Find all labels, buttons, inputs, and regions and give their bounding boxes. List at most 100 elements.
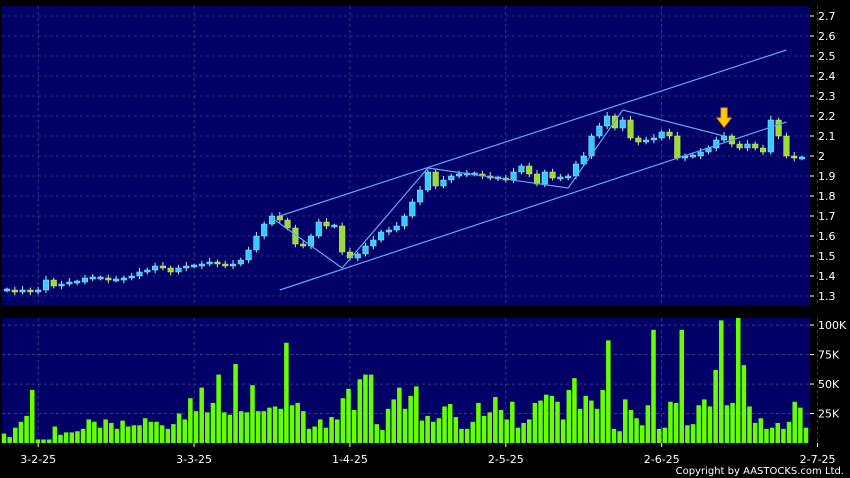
- volume-bar: [476, 402, 481, 443]
- candle-body: [81, 277, 88, 283]
- volume-bar: [430, 421, 436, 443]
- volume-bar: [719, 320, 724, 443]
- volume-bar: [589, 400, 594, 443]
- candle: [136, 268, 143, 280]
- price-tick-label: 1.5: [818, 250, 836, 263]
- volume-bar: [583, 395, 588, 443]
- volume-bar: [272, 406, 278, 443]
- candle-body: [19, 289, 26, 293]
- volume-bar: [617, 431, 622, 443]
- candle-body: [261, 223, 268, 237]
- volume-bar: [786, 421, 792, 443]
- volume-bar: [803, 427, 809, 443]
- candle-body: [783, 135, 790, 157]
- volume-bar: [724, 405, 730, 443]
- candle: [89, 274, 96, 282]
- candle: [650, 134, 657, 144]
- candle: [339, 222, 346, 256]
- volume-bar: [436, 418, 442, 443]
- volume-bar: [600, 389, 605, 443]
- candle: [635, 135, 642, 146]
- candle-body: [697, 151, 704, 157]
- volume-bar: [775, 422, 781, 443]
- volume-bar: [532, 402, 538, 443]
- volume-bar: [52, 426, 58, 443]
- candle-body: [643, 139, 650, 143]
- markers: [716, 107, 733, 128]
- volume-bar: [459, 428, 464, 443]
- volume-bar: [781, 428, 786, 443]
- candle: [229, 260, 237, 270]
- candle: [315, 218, 322, 239]
- candle-body: [229, 263, 237, 267]
- volume-bar: [577, 408, 583, 443]
- candle-body: [144, 269, 151, 273]
- volume-bar: [205, 412, 210, 443]
- candle: [214, 259, 221, 268]
- candle: [565, 173, 572, 181]
- candle-body: [565, 175, 572, 179]
- candle: [432, 168, 439, 190]
- volume-bar: [120, 420, 125, 443]
- candle-body: [152, 265, 159, 271]
- volume-bar: [493, 397, 498, 443]
- candle: [393, 222, 400, 233]
- candle-body: [284, 219, 291, 229]
- volume-tick-label: 75K: [818, 349, 840, 362]
- candle-body: [42, 279, 50, 291]
- volume-bar: [572, 378, 577, 443]
- volume-tick-label: 25K: [818, 408, 840, 421]
- candle-body: [409, 201, 416, 217]
- candle-body: [533, 173, 541, 185]
- volume-bar: [24, 415, 29, 443]
- candle-body: [658, 131, 665, 139]
- candle-body: [417, 189, 424, 203]
- candle: [35, 286, 42, 295]
- candle: [323, 218, 330, 230]
- candle: [74, 279, 81, 286]
- candle-body: [300, 243, 307, 247]
- volume-bar: [747, 406, 752, 443]
- volume-bar: [216, 374, 221, 443]
- volume-bar: [368, 374, 374, 443]
- volume-axis: 25K 50K 75K 100K: [810, 319, 847, 421]
- candle-body: [66, 281, 73, 285]
- volume-bar: [628, 409, 634, 443]
- candle: [643, 136, 650, 145]
- volume-bar: [741, 365, 747, 443]
- candle-body: [113, 278, 120, 282]
- candle-body: [50, 279, 57, 287]
- candle-body: [323, 221, 330, 227]
- volume-bar: [515, 427, 521, 443]
- candle: [736, 140, 743, 151]
- candle-body: [58, 283, 65, 287]
- volume-bar: [543, 394, 549, 443]
- volume-bar: [752, 422, 758, 443]
- date-tick-label: 1-4-25: [332, 453, 368, 466]
- volume-bar: [176, 413, 182, 443]
- volume-bar: [35, 439, 41, 443]
- candle-body: [3, 288, 11, 292]
- volume-bar: [673, 402, 679, 443]
- candle-body: [440, 179, 447, 187]
- price-tick-label: 2.3: [818, 90, 836, 103]
- trendline: [427, 167, 569, 189]
- volume-bar: [391, 399, 396, 443]
- volume-bar: [464, 428, 470, 443]
- candle-body: [674, 135, 681, 159]
- candle-body: [237, 259, 244, 265]
- volume-bar: [1, 433, 7, 443]
- candle-body: [510, 171, 517, 181]
- candle-body: [97, 276, 104, 280]
- price-tick-label: 1.8: [818, 190, 836, 203]
- volume-bar: [165, 428, 171, 443]
- candle-body: [767, 119, 774, 153]
- volume-bar: [312, 426, 317, 443]
- price-tick-label: 1.9: [818, 170, 836, 183]
- volume-bar: [63, 432, 69, 443]
- candle: [261, 221, 268, 240]
- candle-body: [588, 135, 595, 157]
- volume-bar: [233, 363, 238, 443]
- date-tick-label: 2-6-25: [644, 453, 680, 466]
